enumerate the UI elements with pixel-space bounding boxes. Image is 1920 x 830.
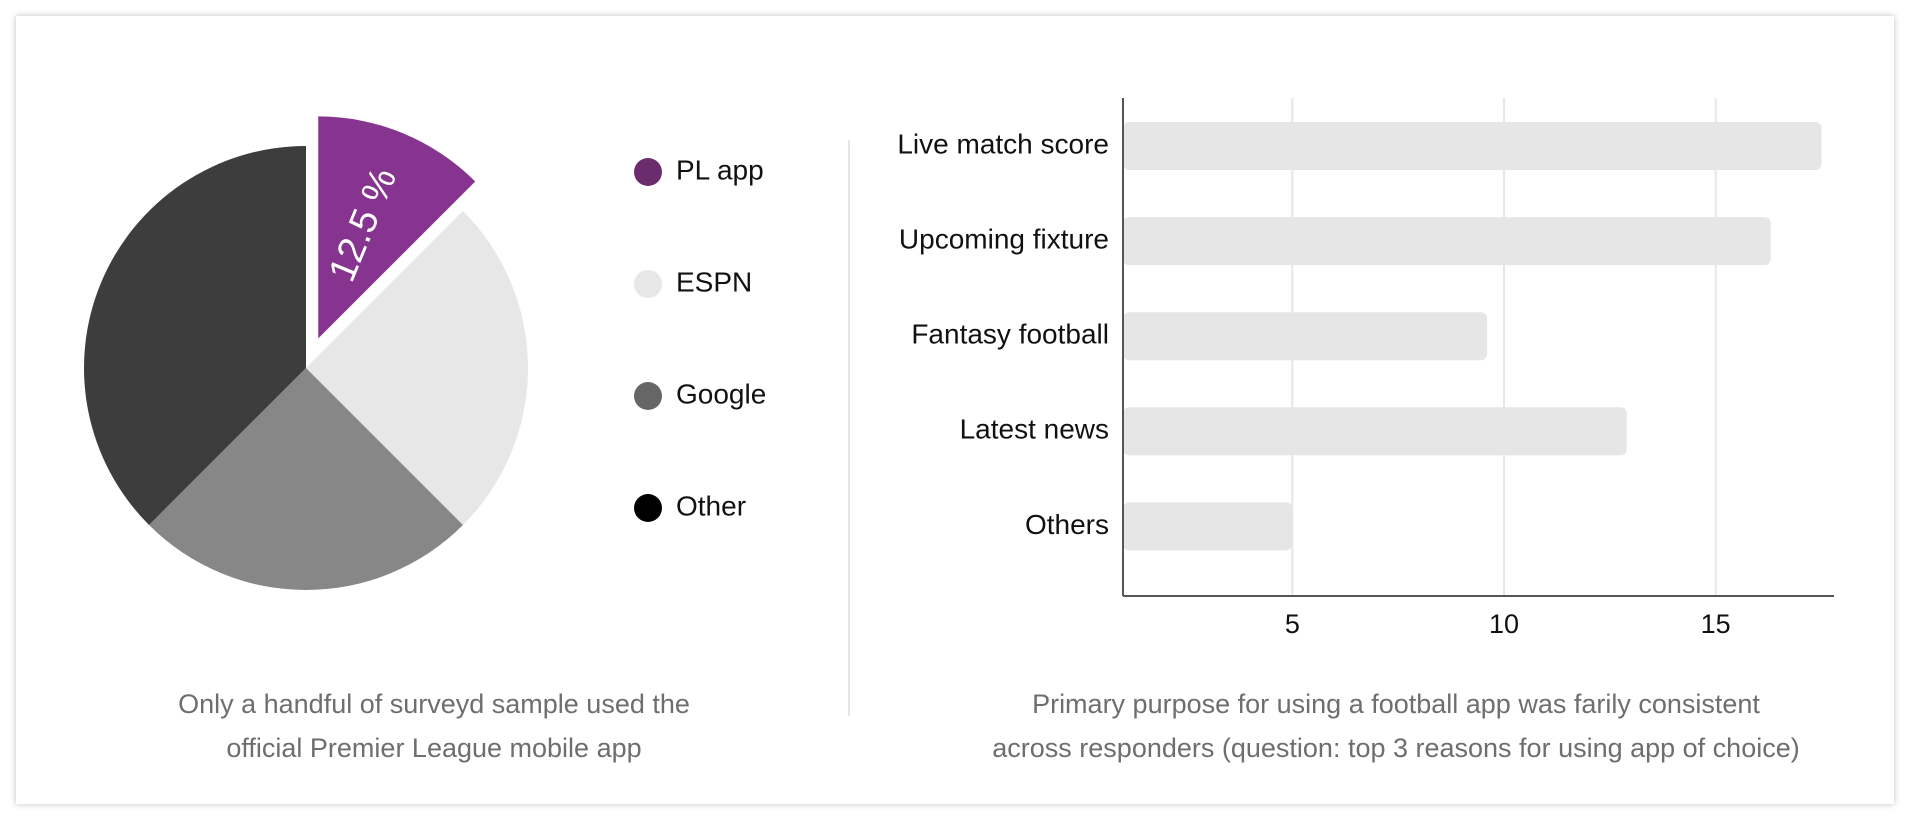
pie-slice-pl-app	[318, 116, 476, 339]
bar-upcoming-fixture	[1123, 217, 1771, 266]
pie-caption-line-1: Only a handful of surveyd sample used th…	[178, 689, 690, 719]
panel-divider	[848, 140, 850, 716]
chart-card: 12.5 % PL app ESPN Google Other 5 10 15 Live mat…	[16, 16, 1894, 804]
bar-live-match-score	[1123, 122, 1822, 170]
legend-swatch-pl-app	[634, 158, 662, 186]
bar-caption: Primary purpose for using a football app…	[896, 682, 1896, 770]
charts-canvas: 12.5 % PL app ESPN Google Other 5 10 15 Live mat…	[84, 98, 1834, 639]
legend-label-pl-app: PL app	[676, 154, 764, 185]
bar-latest-news	[1123, 407, 1627, 456]
bar-caption-line-1: Primary purpose for using a football app…	[1032, 689, 1760, 719]
pie-chart: 12.5 %	[84, 116, 528, 590]
x-tick-label: 10	[1489, 609, 1519, 639]
pie-caption: Only a handful of surveyd sample used th…	[94, 682, 774, 770]
legend-swatch-google	[634, 382, 662, 410]
bar-others	[1123, 502, 1293, 551]
legend-label-other: Other	[676, 490, 746, 521]
x-tick-label: 15	[1701, 609, 1731, 639]
category-label-upcoming-fixture: Upcoming fixture	[899, 223, 1109, 254]
category-label-latest-news: Latest news	[960, 414, 1109, 445]
legend-swatch-other	[634, 494, 662, 522]
legend-label-google: Google	[676, 378, 766, 409]
category-label-fantasy-football: Fantasy football	[911, 319, 1109, 350]
pie-slice-espn	[306, 211, 528, 525]
bar-fantasy-football	[1123, 312, 1488, 361]
category-label-live-match-score: Live match score	[897, 128, 1109, 159]
legend-swatch-espn	[634, 270, 662, 298]
pie-slice-other	[84, 146, 306, 525]
legend-label-espn: ESPN	[676, 266, 752, 297]
pie-legend: PL app ESPN Google Other	[634, 154, 766, 522]
bar-chart: 5 10 15 Live match score Upcoming fixture Fan…	[897, 98, 1834, 639]
bar-caption-line-2: across responders (question: top 3 reaso…	[992, 733, 1800, 763]
category-label-others: Others	[1025, 509, 1109, 540]
pie-caption-line-2: official Premier League mobile app	[226, 733, 642, 763]
pie-slice-google	[149, 368, 463, 590]
x-tick-label: 5	[1285, 609, 1300, 639]
